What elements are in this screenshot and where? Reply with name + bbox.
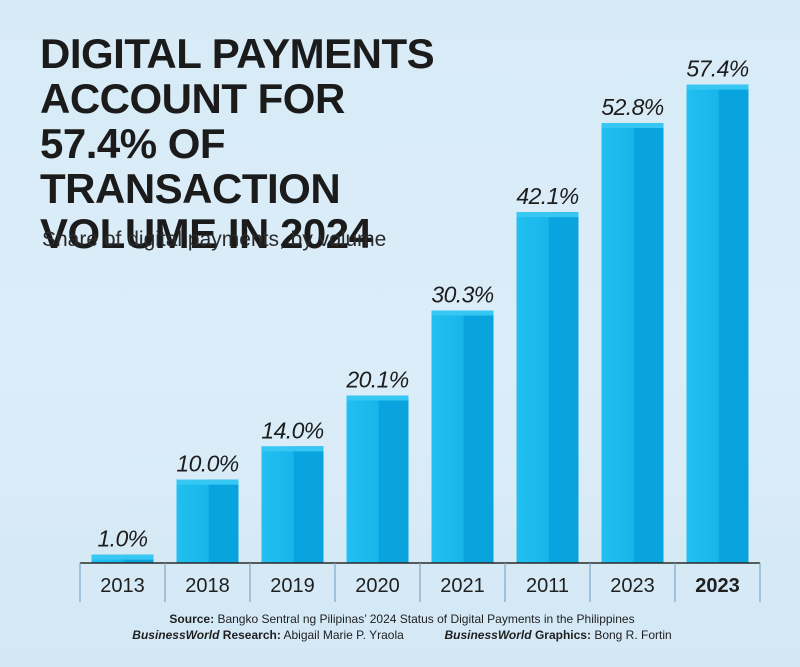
graphics-brand: BusinessWorld [444,628,532,642]
bar-top-cap [516,212,579,218]
category-label: 2020 [355,575,400,597]
bar-2018-1 [176,479,239,563]
category-label: 2011 [526,575,569,597]
source-line: Source: Bangko Sentral ng Pilipinas’ 202… [122,612,682,626]
category-label: 2021 [440,575,485,597]
bar-shadow-segment [293,446,324,563]
bar-2023-7 [686,84,749,564]
bar-top-cap [176,479,239,485]
value-label: 42.1% [516,183,578,209]
category-label: 2018 [185,575,230,597]
bar-top-cap [346,395,409,401]
graphics-name: Bong R. Fortin [594,628,672,642]
source-label: Source: [169,612,215,626]
value-label: 20.1% [345,367,408,393]
graphics-label: Graphics: [534,628,591,642]
value-labels-layer: 1.0% 10.0% 14.0% 20.1% 30.3% 42.1% 52.8% 57.4% [97,56,749,552]
headline: DIGITAL PAYMENTS ACCOUNT FOR 57.4% OF TR… [40,30,435,257]
source-text: Bangko Sentral ng Pilipinas’ 2024 Status… [217,612,635,626]
category-label: 2023 [610,575,655,597]
category-label: 2023 [695,575,740,597]
category-labels-layer: 2013 2018 2019 2020 2021 2011 2023 2023 [100,575,740,597]
value-label: 10.0% [176,451,238,477]
category-label: 2013 [100,575,145,597]
bar-shadow-segment [463,310,494,563]
bar-shadow-segment [548,212,579,563]
bar-shadow-segment [378,395,409,563]
bar-shadow-segment [633,123,664,563]
value-label: 30.3% [431,282,493,308]
bar-top-cap [431,310,494,316]
bar-top-cap [601,123,664,128]
bar-2013-0 [91,554,154,563]
bar-top-cap [261,446,324,452]
bar-2011-5 [516,212,579,563]
bars-layer [91,84,749,564]
research-brand: BusinessWorld [132,628,220,642]
bar-shadow-segment [718,84,749,564]
bar-2021-4 [431,310,494,563]
bar-2023-6 [601,123,664,563]
research-label: Research: [222,628,281,642]
research-name: Abigail Marie P. Yraola [283,628,404,642]
bar-2019-2 [261,446,324,563]
value-label: 57.4% [686,56,748,82]
category-label: 2019 [270,575,315,597]
bar-shadow-segment [208,479,239,563]
value-label: 52.8% [601,94,663,120]
tick-marks-layer [79,563,761,602]
credits-line: BusinessWorld Research: Abigail Marie P.… [122,628,682,642]
bar-top-cap [91,554,154,560]
value-label: 1.0% [97,526,147,552]
bar-top-cap [686,84,749,90]
bar-2020-3 [346,395,409,563]
chart-subtitle: Share of digital payments, by volume [42,228,387,251]
value-label: 14.0% [261,417,323,443]
